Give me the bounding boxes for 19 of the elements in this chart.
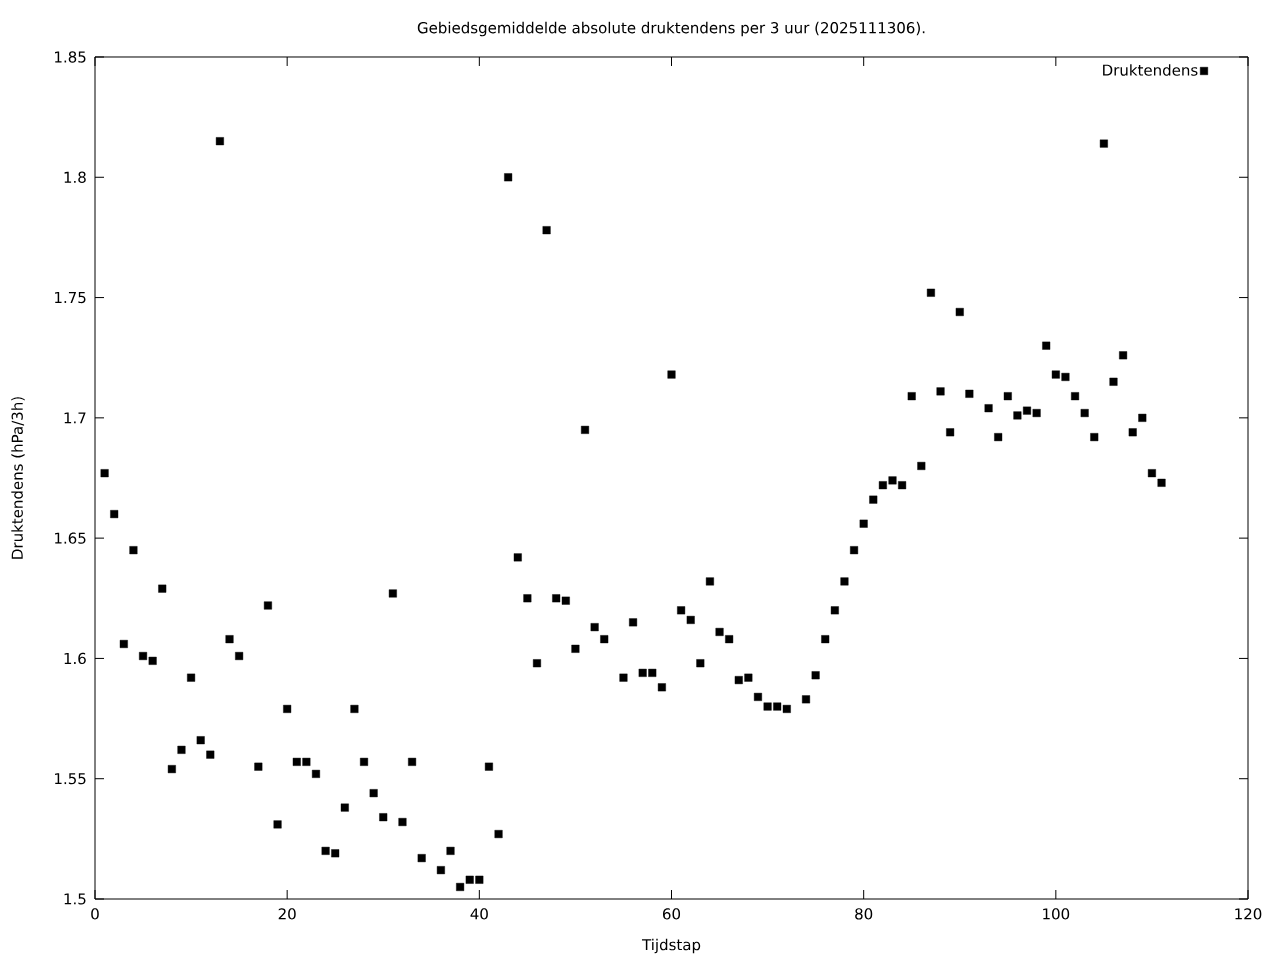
- x-tick-label: 20: [278, 908, 296, 920]
- y-tick-label: 1.85: [55, 51, 86, 63]
- x-tick-label: 100: [1043, 908, 1070, 920]
- x-tick-label: 80: [855, 908, 873, 920]
- x-tick-label: 60: [663, 908, 681, 920]
- y-tick-label: 1.75: [55, 291, 86, 304]
- x-axis-title: Tijdstap: [641, 938, 701, 954]
- y-tick-label: 1.55: [55, 773, 86, 785]
- x-tick-label: 40: [470, 908, 488, 920]
- x-tick-label: 120: [1235, 908, 1262, 920]
- y-tick-label: 1.65: [55, 532, 86, 544]
- chart-title: Gebiedsgemiddelde absolute druktendens per 3 uur (2025111306).: [417, 21, 925, 37]
- y-axis-title: Druktendens (hPa/3h): [11, 397, 25, 559]
- y-tick-label: 1.7: [64, 412, 86, 424]
- x-tick-label: 0: [91, 908, 99, 920]
- y-tick-label: 1.5: [64, 893, 86, 905]
- legend-label: Druktendens: [1103, 64, 1198, 76]
- y-tick-label: 1.6: [64, 652, 86, 665]
- y-tick-label: 1.8: [64, 171, 86, 183]
